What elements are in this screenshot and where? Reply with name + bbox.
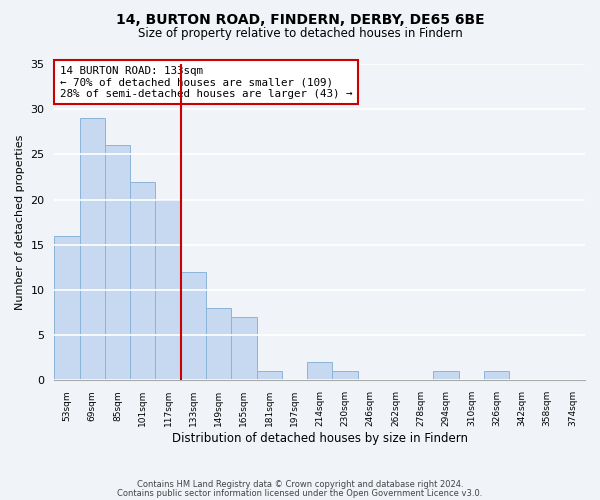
Text: Contains HM Land Registry data © Crown copyright and database right 2024.: Contains HM Land Registry data © Crown c… xyxy=(137,480,463,489)
Bar xyxy=(206,308,231,380)
Y-axis label: Number of detached properties: Number of detached properties xyxy=(15,134,25,310)
Bar xyxy=(55,236,80,380)
Bar xyxy=(181,272,206,380)
Bar xyxy=(231,317,257,380)
Bar xyxy=(130,182,155,380)
Bar xyxy=(484,372,509,380)
Text: 14 BURTON ROAD: 133sqm
← 70% of detached houses are smaller (109)
28% of semi-de: 14 BURTON ROAD: 133sqm ← 70% of detached… xyxy=(60,66,352,99)
Text: 14, BURTON ROAD, FINDERN, DERBY, DE65 6BE: 14, BURTON ROAD, FINDERN, DERBY, DE65 6B… xyxy=(116,12,484,26)
Text: Size of property relative to detached houses in Findern: Size of property relative to detached ho… xyxy=(137,28,463,40)
Bar xyxy=(307,362,332,380)
Bar xyxy=(155,200,181,380)
Text: Contains public sector information licensed under the Open Government Licence v3: Contains public sector information licen… xyxy=(118,488,482,498)
Bar xyxy=(257,372,282,380)
Bar xyxy=(80,118,105,380)
X-axis label: Distribution of detached houses by size in Findern: Distribution of detached houses by size … xyxy=(172,432,468,445)
Bar xyxy=(433,372,458,380)
Bar xyxy=(105,146,130,380)
Bar xyxy=(332,372,358,380)
